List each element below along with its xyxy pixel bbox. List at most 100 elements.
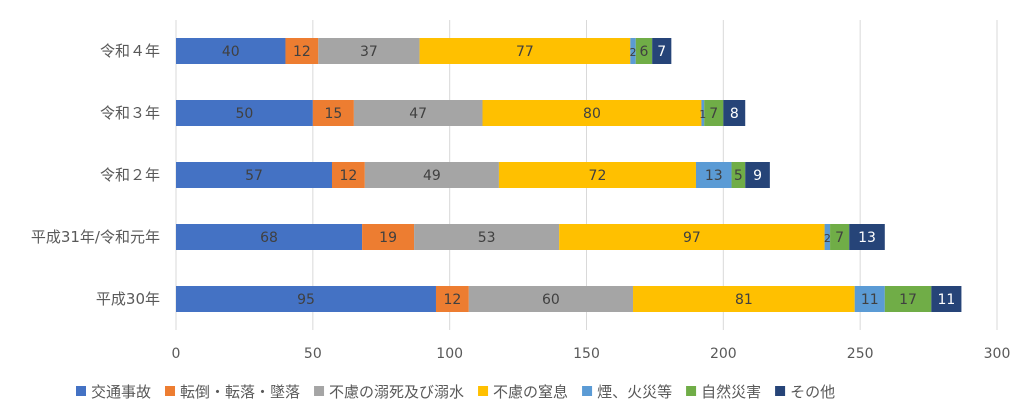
data-label: 11: [937, 292, 955, 308]
bar-segment: [931, 286, 962, 312]
category-label: 令和３年: [100, 104, 160, 122]
legend-label: 煙、火災等: [597, 383, 672, 401]
data-label: 13: [858, 230, 876, 246]
data-label: 12: [443, 292, 461, 308]
bar-segment: [635, 38, 653, 64]
data-label: 37: [360, 44, 378, 60]
category-label: 令和４年: [100, 42, 160, 60]
legend-label: 転倒・転落・墜落: [180, 383, 300, 401]
legend: 交通事故 転倒・転落・墜落 不慮の溺死及び溺水 不慮の窒息 煙、火災等 自然災害 その他: [76, 383, 835, 401]
bar-segment: [362, 224, 415, 250]
bar-segment: [723, 100, 746, 126]
bar-segment: [849, 224, 885, 250]
bar-segment: [364, 162, 499, 188]
bar-segment: [176, 162, 332, 188]
legend-label: 不慮の溺死及び溺水: [329, 383, 464, 401]
data-label: 49: [423, 168, 441, 184]
data-label: 15: [324, 106, 342, 122]
legend-label: 不慮の窒息: [493, 383, 568, 401]
bar-segment: [318, 38, 420, 64]
data-label: 40: [222, 44, 240, 60]
legend-label: 自然災害: [701, 383, 761, 401]
x-tick-label: 200: [710, 346, 737, 362]
category-label: 平成31年/令和元年: [31, 228, 160, 246]
bar-segment: [884, 286, 932, 312]
x-tick-label: 100: [436, 346, 463, 362]
bar-segment: [559, 224, 825, 250]
data-label: 7: [835, 230, 844, 246]
data-label: 72: [589, 168, 607, 184]
bar-segment: [176, 286, 436, 312]
data-label: 2: [630, 46, 637, 59]
bar-segment: [824, 224, 831, 250]
category-label: 令和２年: [100, 166, 160, 184]
bar-segment: [414, 224, 560, 250]
bar-segment: [830, 224, 850, 250]
data-label: 12: [293, 44, 311, 60]
bar-segment: [652, 38, 672, 64]
bar-segment: [633, 286, 855, 312]
bar-segment: [704, 100, 724, 126]
legend-label: 交通事故: [91, 383, 151, 401]
bar-segment: [482, 100, 702, 126]
data-label: 8: [730, 106, 739, 122]
x-tick-labels: 0 50 100 150 200 250 300: [172, 346, 1011, 362]
data-label: 2: [824, 232, 831, 245]
data-label: 6: [640, 44, 649, 60]
data-label: 50: [236, 106, 254, 122]
data-label: 95: [297, 292, 315, 308]
data-label: 77: [516, 44, 534, 60]
data-label: 17: [899, 292, 917, 308]
data-label: 53: [478, 230, 496, 246]
bar-segment: [701, 100, 705, 126]
bar-segment: [695, 162, 732, 188]
bar-segment: [419, 38, 631, 64]
legend-swatch: [478, 386, 489, 396]
bar-segment: [731, 162, 746, 188]
data-label: 7: [709, 106, 718, 122]
bar-segment: [353, 100, 483, 126]
x-tick-label: 300: [984, 346, 1011, 362]
data-label: 7: [657, 44, 666, 60]
bar-segment: [285, 38, 319, 64]
data-label: 97: [683, 230, 701, 246]
legend-swatch: [165, 386, 176, 396]
data-label: 9: [753, 168, 762, 184]
data-label: 47: [409, 106, 427, 122]
x-tick-label: 50: [304, 346, 322, 362]
legend-swatch: [582, 386, 593, 396]
bar-segment: [498, 162, 696, 188]
bars: [176, 38, 962, 312]
bar-segment: [176, 224, 363, 250]
legend-swatch: [76, 386, 86, 396]
bar-segment: [468, 286, 634, 312]
bar-segment: [435, 286, 469, 312]
data-label: 19: [379, 230, 397, 246]
data-label: 81: [735, 292, 753, 308]
bar-segment: [176, 38, 286, 64]
legend-swatch: [314, 386, 325, 396]
data-label: 11: [861, 292, 879, 308]
bar-segment: [854, 286, 885, 312]
data-label: 1: [699, 108, 706, 121]
data-label: 57: [245, 168, 263, 184]
bar-segment: [630, 38, 636, 64]
data-label: 80: [583, 106, 601, 122]
data-label: 60: [542, 292, 560, 308]
data-label: 5: [734, 168, 743, 184]
bar-segment: [331, 162, 365, 188]
category-label: 平成30年: [96, 290, 160, 308]
legend-swatch: [686, 386, 697, 396]
bar-segment: [312, 100, 354, 126]
x-tick-label: 0: [172, 346, 181, 362]
bar-segment: [745, 162, 770, 188]
legend-swatch: [775, 386, 786, 396]
legend-label: その他: [790, 383, 835, 401]
data-label: 12: [339, 168, 357, 184]
data-labels: 40 12 37 77 2 6 750 15 47 80 1 7 857 12 49 72 13 5 968 19 53…: [222, 44, 955, 308]
x-tick-label: 150: [573, 346, 600, 362]
data-label: 13: [705, 168, 723, 184]
x-tick-label: 250: [847, 346, 874, 362]
